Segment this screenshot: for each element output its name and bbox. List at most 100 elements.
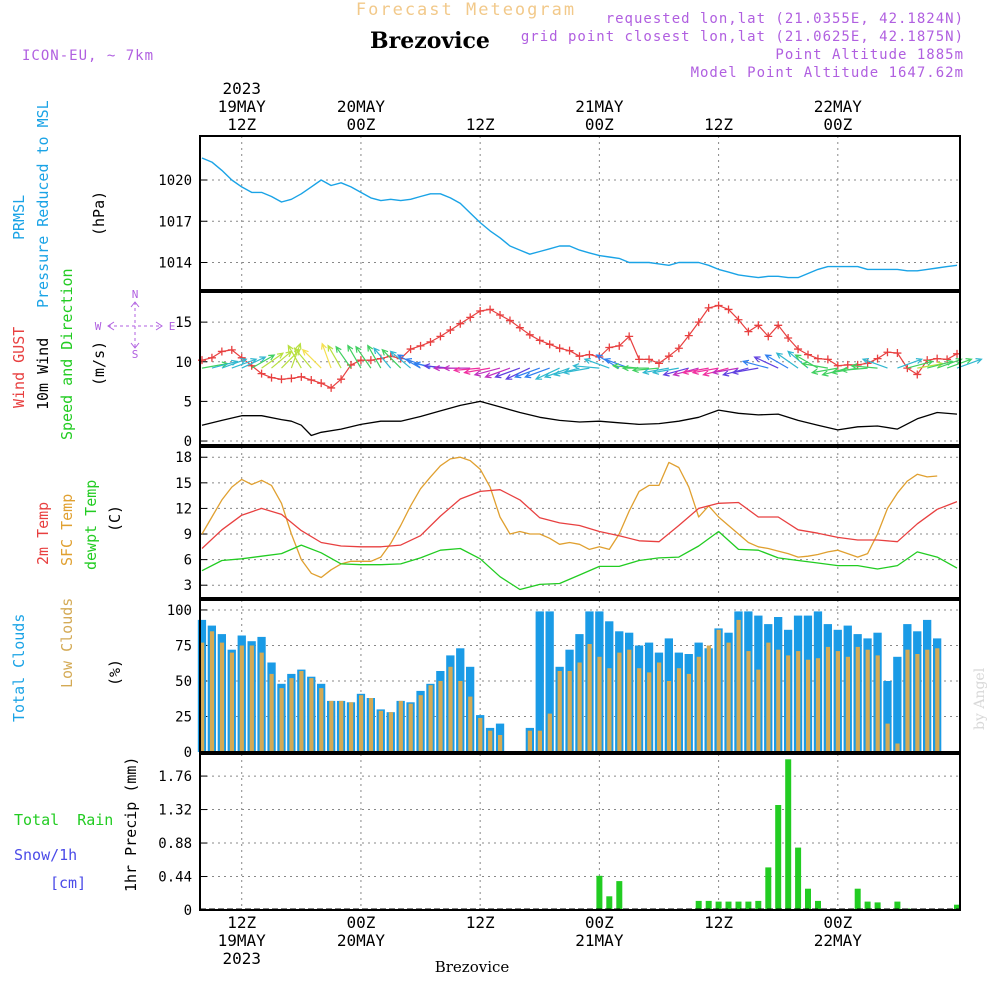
rain-bar	[785, 759, 792, 910]
wind-gust-marker	[943, 355, 952, 364]
wind-gust-label: Wind GUST	[10, 327, 28, 408]
low-cloud-bar	[895, 743, 900, 752]
low-cloud-bar	[776, 649, 781, 752]
low-cloud-bar	[935, 648, 940, 752]
dewpoint-line	[201, 530, 958, 591]
compass-icon	[107, 301, 163, 349]
total-cloud-bar	[893, 656, 902, 752]
header-point-altitude: Point Altitude 1885m	[775, 47, 964, 63]
wind-direction-arrow	[907, 359, 934, 369]
wind-gust-marker	[575, 352, 584, 361]
rain-bar	[775, 805, 782, 910]
wind-gust-marker	[327, 383, 336, 392]
total-rain-label: Total Rain	[14, 811, 113, 829]
wind-direction-arrow	[662, 367, 689, 377]
wind-direction-arrow	[301, 348, 322, 369]
wind-direction-arrow	[241, 356, 267, 369]
wind-gust-marker	[734, 315, 743, 324]
wind-direction-arrow	[936, 358, 963, 369]
low-cloud-bar	[557, 671, 562, 752]
low-cloud-bar	[607, 668, 612, 752]
wind-10m-label: 10m Wind	[34, 338, 52, 410]
temperature-tick-label: 18	[175, 450, 192, 466]
wind-gust-marker	[823, 355, 832, 364]
bottom-time-label: 00Z	[346, 913, 375, 932]
bottom-time-label: 00Z	[585, 913, 614, 932]
rain-bar	[606, 896, 613, 910]
wind-gust-marker	[764, 332, 773, 341]
wind-direction-arrow	[251, 354, 276, 369]
wind-gust-marker	[774, 321, 783, 330]
precip-tick-label: 0.88	[158, 836, 192, 852]
precip-tick-label: 1.76	[158, 769, 192, 785]
low-cloud-bar	[309, 678, 314, 752]
wind-gust-marker	[505, 316, 514, 325]
low-cloud-bar	[289, 678, 294, 752]
clouds-tick-label: 100	[167, 603, 192, 619]
top-time-label: 21MAY	[575, 97, 624, 116]
rain-bar	[755, 900, 762, 910]
total-cloud-bar	[545, 611, 554, 752]
wind-gust-marker	[535, 336, 544, 345]
rain-bar	[715, 901, 722, 910]
wind-gust-marker	[883, 348, 892, 357]
low-cloud-bar	[905, 649, 910, 752]
clouds-tick-label: 0	[184, 745, 192, 761]
wind-gust-marker	[555, 344, 564, 353]
wind-direction-arrow	[373, 347, 392, 369]
panel-frame	[199, 291, 961, 446]
rain-bar	[815, 900, 821, 910]
wind-gust-marker	[337, 375, 346, 384]
footer-location: Brezovice	[435, 958, 510, 976]
wind-direction-arrow	[562, 367, 590, 375]
bottom-time-label: 12Z	[466, 913, 495, 932]
rain-bar	[705, 900, 712, 910]
wind-gust-marker	[317, 379, 326, 388]
wind-gust-marker	[804, 350, 812, 359]
low-cloud-bar	[825, 646, 831, 752]
panel-frame	[199, 753, 961, 911]
low-cloud-bar	[498, 735, 503, 752]
temp-sfc-label: SFC Temp	[58, 494, 76, 566]
low-cloud-bar	[845, 656, 850, 752]
total-clouds-label: Total Clouds	[10, 614, 28, 722]
sfc-temp-line	[201, 456, 938, 579]
low-cloud-bar	[686, 673, 691, 752]
wind-direction-arrow	[741, 359, 769, 369]
low-cloud-bar	[627, 649, 632, 752]
wind-gust-marker	[813, 354, 822, 363]
wind-direction-arrow	[764, 354, 789, 369]
wind-gust-marker	[287, 374, 296, 383]
bottom-time-label: 12Z	[227, 913, 256, 932]
wind-direction-arrow	[463, 367, 491, 375]
wind-direction-arrow	[381, 348, 402, 369]
low-cloud-bar	[329, 700, 334, 752]
wind-gust-marker	[873, 354, 882, 363]
wind-direction-arrow	[956, 358, 983, 369]
wind-direction-arrow	[261, 352, 285, 369]
wind-direction-arrow	[484, 367, 511, 379]
rain-bar	[695, 900, 702, 910]
low-cloud-bar	[855, 646, 860, 752]
bottom-time-label: 12Z	[704, 913, 733, 932]
top-time-label: 22MAY	[814, 97, 863, 116]
clouds-panel: 0 25 50 75 100	[167, 599, 961, 761]
temp-unit: (C)	[106, 505, 124, 532]
low-cloud-bar	[746, 651, 751, 752]
wind-direction-arrow	[840, 366, 868, 374]
low-cloud-bar	[388, 712, 393, 752]
wind-gust-marker	[486, 305, 495, 314]
panel-frame	[199, 135, 961, 291]
low-cloud-bar	[736, 619, 741, 752]
temperature-tick-label: 9	[184, 527, 192, 543]
low-cloud-bar	[885, 723, 890, 752]
wind-gust-marker	[625, 332, 634, 341]
low-cloud-bar	[716, 629, 721, 752]
wind-direction-arrow	[473, 367, 501, 377]
snow-unit-label: [cm]	[50, 874, 86, 892]
wind-gust-marker	[515, 323, 524, 332]
top-time-label: 2023	[222, 79, 261, 98]
wind-direction-arrow	[494, 367, 521, 379]
wind-gust-marker	[476, 307, 485, 316]
wind-gust-marker	[436, 332, 445, 341]
